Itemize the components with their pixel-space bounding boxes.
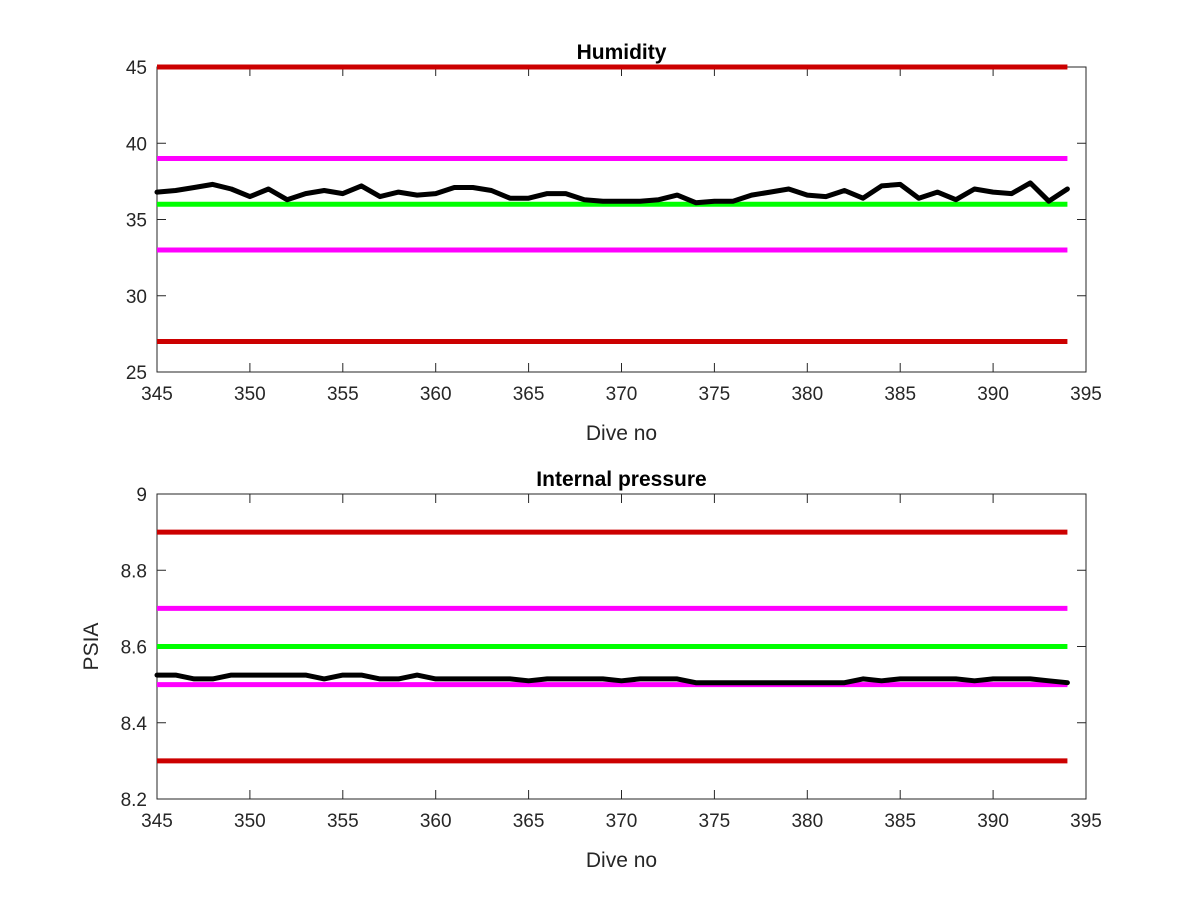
internal-pressure-chart: 345 350 355 360 365 370 375 380 385 390 395 8.2 8.4 8… — [80, 468, 1102, 872]
x-tick-label: 350 — [234, 811, 266, 832]
x-tick-label: 355 — [327, 811, 359, 832]
y-tick-label: 8.6 — [121, 638, 147, 659]
plot-area — [156, 66, 1087, 373]
x-tick-label: 350 — [234, 384, 266, 405]
y-tick-label: 8.8 — [121, 561, 147, 582]
humidity-chart: 345 350 355 360 365 370 375 380 385 390 395 25 30 35 4… — [126, 41, 1102, 445]
x-tick-label: 345 — [141, 811, 173, 832]
y-tick-label: 35 — [126, 211, 147, 232]
x-axis-label: Dive no — [586, 849, 657, 872]
x-tick-label: 380 — [791, 384, 823, 405]
x-tick-label: 355 — [327, 384, 359, 405]
chart-title: Internal pressure — [536, 468, 706, 491]
y-tick-label: 40 — [126, 134, 147, 155]
x-tick-label: 385 — [884, 811, 916, 832]
series-line — [154, 672, 1070, 686]
x-tick-label: 390 — [977, 811, 1009, 832]
x-tick-label: 375 — [699, 384, 731, 405]
y-tick-label: 9 — [136, 485, 147, 506]
series-line — [154, 180, 1070, 206]
x-tick-label: 370 — [606, 811, 638, 832]
y-tick-label: 8.2 — [121, 790, 147, 811]
x-tick-label: 365 — [513, 384, 545, 405]
y-tick-label: 45 — [126, 58, 147, 79]
x-axis-label: Dive no — [586, 422, 657, 445]
y-tick-label: 25 — [126, 363, 147, 384]
x-tick-label: 360 — [420, 384, 452, 405]
x-tick-label: 345 — [141, 384, 173, 405]
x-tick-label: 375 — [699, 811, 731, 832]
x-tick-label: 395 — [1070, 384, 1102, 405]
y-tick-label: 8.4 — [121, 714, 148, 735]
chart-title: Humidity — [577, 41, 667, 64]
x-tick-label: 395 — [1070, 811, 1102, 832]
y-tick-label: 30 — [126, 287, 147, 308]
x-tick-label: 370 — [606, 384, 638, 405]
x-tick-label: 380 — [791, 811, 823, 832]
x-tick-label: 390 — [977, 384, 1009, 405]
y-axis-label: PSIA — [80, 623, 103, 671]
x-tick-label: 360 — [420, 811, 452, 832]
x-tick-label: 385 — [884, 384, 916, 405]
x-tick-label: 365 — [513, 811, 545, 832]
